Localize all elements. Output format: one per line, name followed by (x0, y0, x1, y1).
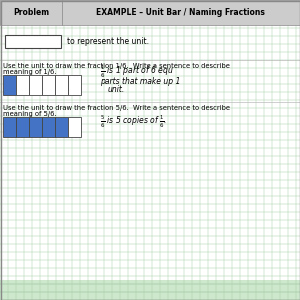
Bar (55, 75, 68, 95)
Bar (3, 117, 16, 137)
Bar (16, 117, 29, 137)
Bar (68, 75, 81, 95)
Bar (29, 117, 42, 137)
Text: to represent the unit.: to represent the unit. (67, 37, 149, 46)
Text: Use the unit to draw the fraction 5/6.  Write a sentence to describe: Use the unit to draw the fraction 5/6. W… (3, 105, 230, 111)
Text: EXAMPLE – Unit Bar / Naming Fractions: EXAMPLE – Unit Bar / Naming Fractions (96, 8, 264, 17)
Text: $\frac{5}{6}$ is 5 copies of $\frac{1}{6}$.: $\frac{5}{6}$ is 5 copies of $\frac{1}{6… (100, 114, 167, 130)
Bar (0, 0, 300, 25)
Text: meaning of 1/6.: meaning of 1/6. (3, 69, 56, 75)
Text: parts that make up 1: parts that make up 1 (100, 76, 180, 85)
Text: meaning of 5/6.: meaning of 5/6. (3, 111, 57, 117)
Text: Use the unit to draw the fraction 1/6.  Write a sentence to describe: Use the unit to draw the fraction 1/6. W… (3, 63, 230, 69)
Bar (68, 117, 81, 137)
Text: Problem: Problem (13, 8, 49, 17)
Bar (3, 75, 16, 95)
Bar (29, 75, 42, 95)
Bar (42, 117, 55, 137)
Bar (42, 75, 55, 95)
Bar (0, 25, 300, 280)
Text: $\frac{1}{6}$ is 1 part of 6 equ: $\frac{1}{6}$ is 1 part of 6 equ (100, 64, 174, 80)
Bar (55, 117, 68, 137)
Bar (16, 75, 29, 95)
Bar (5, 35, 61, 48)
Text: unit.: unit. (108, 85, 125, 94)
